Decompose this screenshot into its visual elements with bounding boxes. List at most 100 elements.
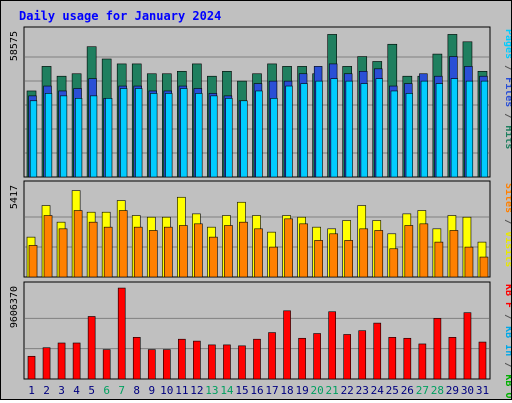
- x-tick-label-23: 23: [356, 384, 369, 397]
- bar-kb-f-25: [388, 337, 397, 380]
- bar-sites-13: [209, 236, 218, 278]
- bar-kb-f-10: [162, 349, 171, 380]
- legend-entry: Visits: [503, 231, 511, 267]
- x-tick-label-9: 9: [148, 384, 155, 397]
- bar-pages-6: [105, 98, 113, 178]
- bar-pages-9: [150, 93, 158, 178]
- bar-kb-f-23: [358, 330, 367, 380]
- bar-kb-f-29: [448, 337, 457, 380]
- y-max-label: 58575: [9, 31, 20, 61]
- y-max-label: 5417: [9, 185, 20, 209]
- bar-pages-30: [465, 80, 474, 178]
- bar-sites-15: [239, 221, 248, 278]
- x-tick-label-15: 15: [235, 384, 248, 397]
- bar-pages-3: [59, 95, 68, 178]
- bar-sites-7: [118, 210, 128, 278]
- x-tick-label-2: 2: [43, 384, 50, 397]
- x-tick-label-11: 11: [175, 384, 188, 397]
- x-tick-label-28: 28: [431, 384, 444, 397]
- x-tick-label-19: 19: [295, 384, 308, 397]
- legend-entry: KB Out: [503, 374, 511, 399]
- x-tick-label-29: 29: [446, 384, 459, 397]
- bar-sites-9: [148, 230, 158, 278]
- x-tick-label-20: 20: [311, 384, 324, 397]
- bar-kb-f-3: [57, 342, 66, 380]
- bar-pages-17: [270, 98, 278, 178]
- legend-entry: Sites: [503, 183, 511, 213]
- series-legend: KB F / KB In / KB Out: [503, 284, 511, 399]
- chart-title: Daily usage for January 2024: [19, 9, 221, 23]
- bar-sites-25: [389, 248, 399, 278]
- legend-entry: KB In: [503, 326, 511, 356]
- x-tick-label-4: 4: [73, 384, 80, 397]
- x-tick-label-31: 31: [476, 384, 489, 397]
- x-tick-label-5: 5: [88, 384, 95, 397]
- bar-pages-22: [345, 80, 353, 178]
- bar-kb-f-6: [102, 349, 111, 380]
- bar-kb-f-7: [117, 287, 126, 380]
- bar-sites-5: [88, 221, 98, 278]
- bar-kb-f-27: [418, 343, 427, 380]
- bar-kb-f-30: [463, 312, 472, 380]
- bar-kb-f-17: [268, 332, 276, 380]
- legend-entry: /: [503, 107, 511, 125]
- bar-sites-6: [103, 226, 113, 278]
- series-legend: Pages / Files / Hits: [503, 29, 511, 149]
- legend-entry: KB F: [503, 284, 511, 308]
- x-tick-label-27: 27: [416, 384, 429, 397]
- bar-kb-f-21: [328, 311, 336, 380]
- bar-sites-19: [299, 223, 308, 278]
- bar-kb-f-31: [478, 341, 487, 380]
- legend-entry: Files: [503, 77, 511, 107]
- bar-kb-f-4: [72, 342, 81, 380]
- bar-pages-11: [180, 88, 188, 178]
- legend-entry: /: [503, 59, 511, 77]
- bar-sites-8: [133, 226, 143, 278]
- bar-sites-14: [224, 225, 233, 278]
- bar-sites-27: [419, 223, 429, 278]
- legend-entry: /: [503, 213, 511, 231]
- bar-kb-f-8: [132, 337, 141, 380]
- bar-pages-5: [90, 95, 98, 178]
- bar-sites-31: [479, 256, 489, 278]
- x-tick-label-8: 8: [133, 384, 140, 397]
- bar-pages-21: [330, 78, 338, 178]
- bar-pages-28: [435, 83, 444, 178]
- bar-kb-f-20: [313, 333, 321, 380]
- x-tick-label-17: 17: [265, 384, 278, 397]
- bar-pages-23: [360, 83, 368, 178]
- x-tick-label-18: 18: [280, 384, 293, 397]
- legend-entry: Hits: [503, 125, 511, 149]
- x-tick-label-7: 7: [118, 384, 125, 397]
- x-tick-label-6: 6: [103, 384, 110, 397]
- bar-kb-f-15: [238, 345, 246, 380]
- x-tick-label-30: 30: [461, 384, 474, 397]
- bar-kb-f-22: [343, 334, 352, 380]
- bar-pages-13: [210, 95, 218, 178]
- bar-pages-10: [165, 93, 173, 178]
- x-tick-label-25: 25: [386, 384, 399, 397]
- bar-kb-f-2: [42, 347, 51, 380]
- series-legend: Sites / Visits: [503, 183, 511, 267]
- bar-kb-f-14: [223, 344, 231, 380]
- bar-sites-30: [464, 246, 474, 278]
- x-tick-label-3: 3: [58, 384, 65, 397]
- bar-pages-7: [120, 88, 128, 178]
- bar-kb-f-18: [283, 310, 291, 380]
- legend-entry: /: [503, 308, 511, 326]
- bar-pages-19: [300, 83, 308, 178]
- x-tick-label-13: 13: [205, 384, 218, 397]
- bar-pages-29: [450, 78, 459, 178]
- bar-pages-16: [255, 90, 263, 178]
- bar-sites-16: [254, 228, 263, 278]
- bar-kb-f-26: [403, 337, 412, 380]
- bar-kb-f-16: [253, 338, 261, 380]
- x-tick-label-10: 10: [160, 384, 173, 397]
- legend-entry: /: [503, 356, 511, 374]
- x-tick-label-26: 26: [401, 384, 414, 397]
- x-tick-label-12: 12: [190, 384, 203, 397]
- x-tick-label-22: 22: [341, 384, 354, 397]
- bar-sites-18: [284, 218, 293, 278]
